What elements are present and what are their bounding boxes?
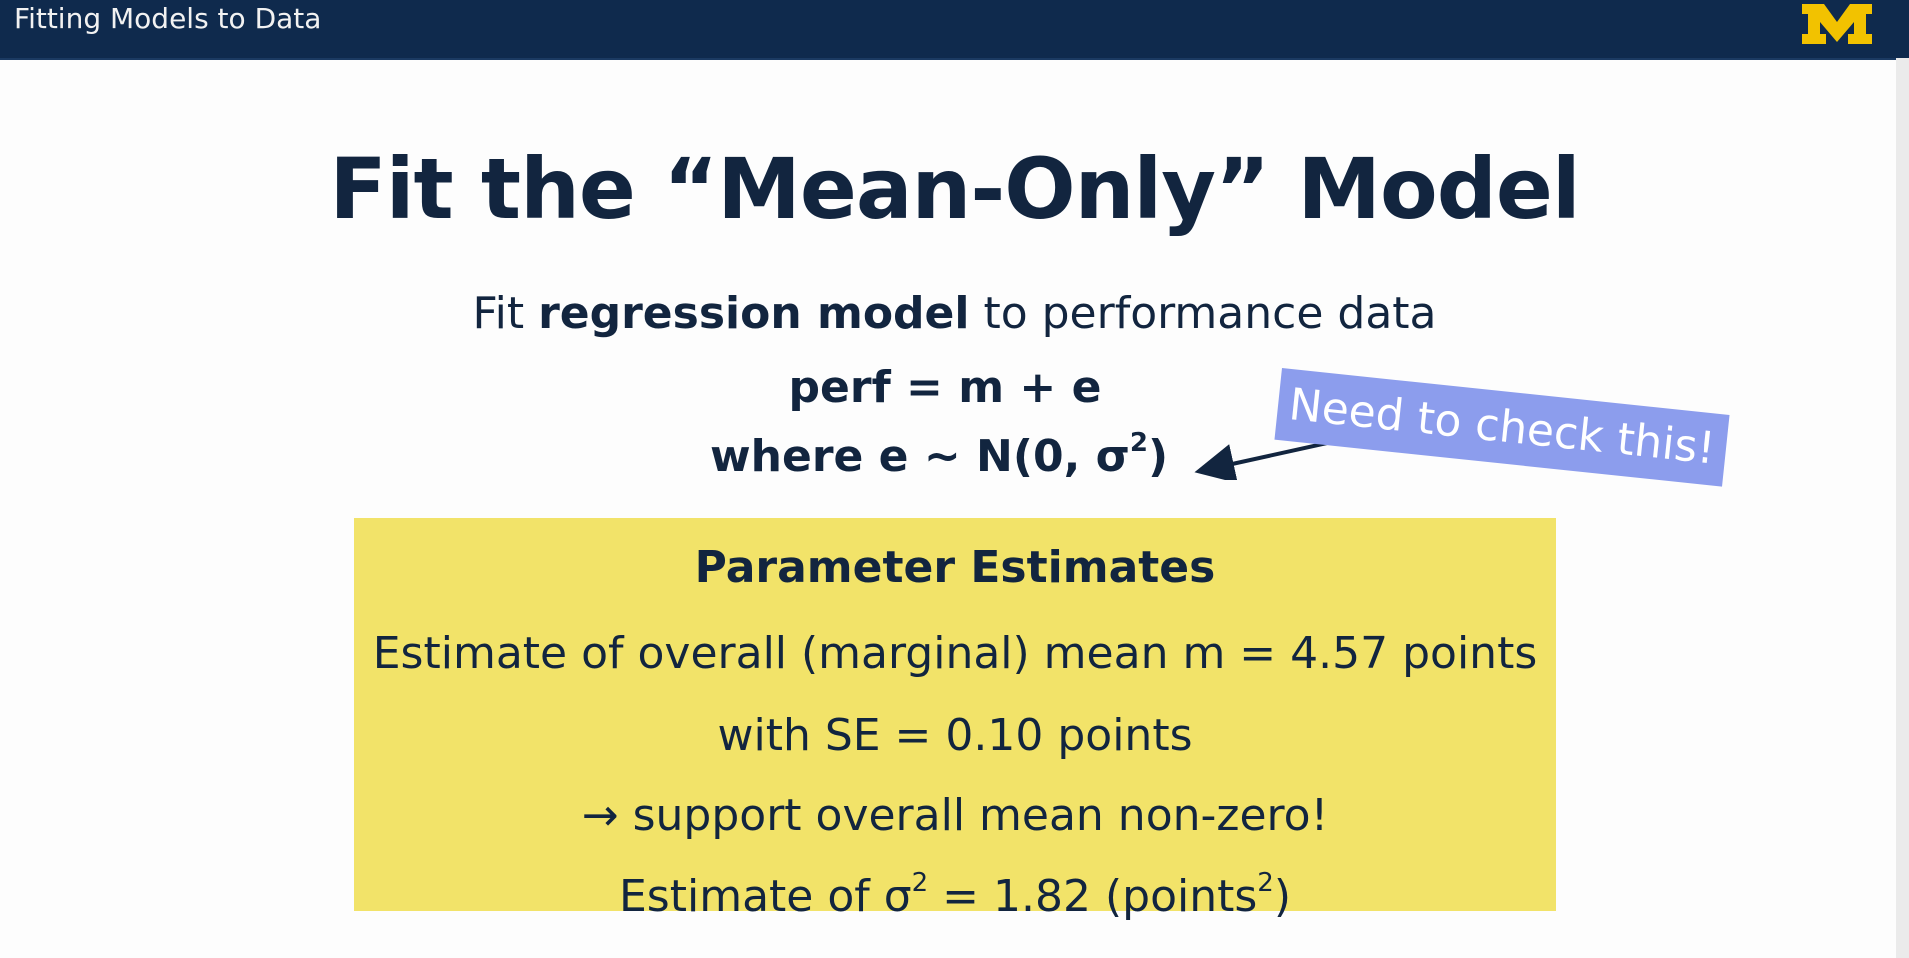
header-title: Fitting Models to Data [14,2,322,35]
panel-heading: Parameter Estimates [694,542,1216,593]
window-edge [1896,58,1909,958]
variance-part-a: Estimate of σ [619,871,912,922]
mean-estimate-line: Estimate of overall (marginal) mean m = … [372,628,1538,679]
error-distribution: where e ~ N(0, σ2) [710,428,1168,482]
subtitle-suffix: to performance data [969,288,1437,339]
slide-subtitle: Fit regression model to performance data [0,288,1909,339]
variance-part-b: = 1.82 (points [928,871,1258,922]
subtitle-bold: regression model [538,288,970,339]
header-bar: Fitting Models to Data [0,0,1909,60]
standard-error-line: with SE = 0.10 points [717,710,1193,761]
university-logo [1802,4,1872,44]
variance-sup-2: 2 [1257,868,1274,898]
error-distribution-sup: 2 [1129,428,1148,458]
subtitle-prefix: Fit [472,288,539,339]
error-distribution-end: ) [1147,431,1169,482]
parameter-estimates-panel: Parameter Estimates Estimate of overall … [354,518,1556,922]
conclusion-line: → support overall mean non-zero! [581,790,1329,841]
variance-part-c: ) [1273,871,1291,922]
variance-estimate-line: Estimate of σ2 = 1.82 (points2) [354,868,1556,922]
error-distribution-main: where e ~ N(0, σ [710,431,1130,482]
slide-title: Fit the “Mean-Only” Model [329,140,1580,238]
variance-sup-1: 2 [911,868,929,898]
model-equation: perf = m + e [788,362,1102,413]
